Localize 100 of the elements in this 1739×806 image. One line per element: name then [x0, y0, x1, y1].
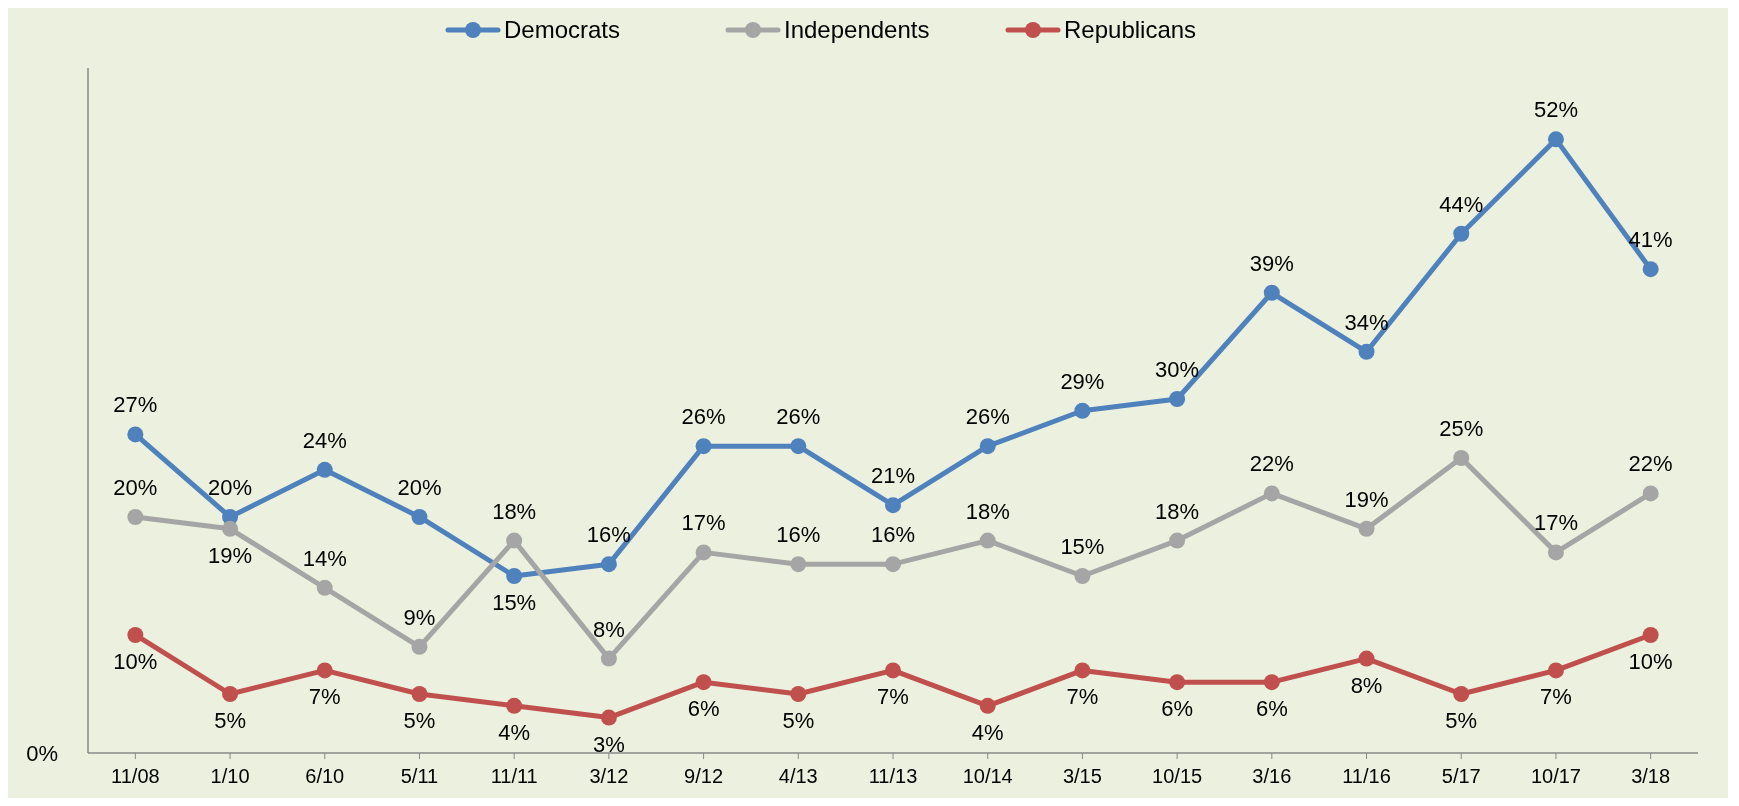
data-label: 22% — [1249, 451, 1294, 477]
data-label: 5% — [782, 708, 815, 733]
point — [1074, 662, 1091, 679]
data-label: 16% — [776, 522, 821, 548]
point — [1642, 261, 1659, 278]
data-label: 16% — [586, 522, 631, 548]
x-tick-label: 11/13 — [868, 765, 918, 787]
data-label: 18% — [965, 498, 1010, 524]
point — [316, 662, 333, 679]
text: 0% — [26, 740, 58, 766]
data-label: 44% — [1439, 191, 1484, 217]
data-label: 6% — [1255, 696, 1288, 722]
x-tick-label: 11/08 — [111, 765, 160, 787]
x-tick-label: 5/11 — [400, 765, 439, 787]
x-tick-label: 3/16 — [1252, 765, 1292, 787]
data-label: 18% — [492, 498, 537, 524]
data-label: 34% — [1344, 309, 1389, 335]
data-label: 26% — [776, 404, 821, 430]
point — [1547, 662, 1564, 679]
x-tick-label: 3/15 — [1062, 765, 1102, 787]
point — [411, 508, 428, 525]
point — [695, 674, 712, 691]
x-tick-label: 10/15 — [1152, 765, 1203, 787]
data-label: 7% — [877, 684, 909, 710]
point — [506, 532, 523, 549]
point — [885, 556, 901, 573]
data-label: 39% — [1249, 250, 1294, 276]
x-tick-label: 11/11 — [490, 765, 538, 787]
point — [1642, 485, 1659, 502]
point — [600, 556, 617, 573]
point — [1169, 532, 1186, 549]
point — [506, 697, 523, 714]
point — [316, 579, 333, 596]
data-label: 21% — [870, 463, 916, 489]
data-label: 52% — [1533, 97, 1578, 123]
data-label: 10% — [1628, 648, 1673, 674]
point — [1074, 567, 1091, 584]
data-label: 25% — [1439, 415, 1484, 441]
data-label: 5% — [403, 708, 436, 733]
data-label: 3% — [592, 731, 625, 757]
point — [1358, 520, 1375, 537]
data-label: 5% — [1445, 708, 1478, 733]
data-label: 24% — [302, 427, 347, 453]
data-label: 4% — [971, 719, 1004, 745]
data-label: 7% — [1066, 684, 1099, 710]
data-label: 15% — [492, 589, 537, 615]
point — [1642, 626, 1659, 643]
data-label: 20% — [208, 474, 253, 500]
point — [790, 556, 807, 573]
point — [600, 650, 617, 667]
data-label: 7% — [308, 684, 341, 710]
point — [127, 508, 144, 525]
x-tick-label: 4/13 — [778, 765, 818, 787]
point — [1169, 390, 1186, 407]
data-label: 17% — [681, 510, 726, 536]
point — [600, 709, 617, 726]
data-label: 6% — [1161, 696, 1194, 722]
point — [1453, 225, 1470, 242]
x-tick-label: 3/12 — [589, 765, 629, 787]
x-tick-label: 11/16 — [1342, 765, 1391, 787]
data-label: 4% — [498, 719, 531, 745]
legend-label: Republicans — [1064, 16, 1197, 44]
data-label: 26% — [965, 404, 1010, 430]
data-label: 10% — [113, 648, 158, 674]
point — [1263, 485, 1280, 502]
point — [1547, 131, 1564, 148]
data-label: 15% — [1060, 533, 1105, 559]
point — [695, 438, 712, 455]
point — [1358, 650, 1375, 667]
data-label: 8% — [1350, 672, 1383, 698]
x-tick-label: 3/18 — [1631, 765, 1671, 787]
point — [1263, 674, 1280, 691]
data-label: 30% — [1155, 356, 1200, 382]
point — [1263, 284, 1280, 301]
data-label: 14% — [302, 545, 347, 571]
x-tick-label: 9/12 — [684, 765, 724, 787]
data-label: 18% — [1155, 498, 1200, 524]
point — [1358, 343, 1375, 360]
point — [1547, 544, 1564, 561]
point — [979, 438, 996, 455]
point — [1453, 686, 1470, 702]
legend-label: Independents — [784, 16, 930, 44]
data-label: 9% — [403, 604, 436, 630]
data-label: 22% — [1628, 451, 1673, 477]
point — [1453, 449, 1470, 466]
point — [506, 567, 523, 584]
data-label: 20% — [397, 474, 442, 500]
data-label: 27% — [113, 392, 158, 418]
point — [127, 426, 144, 443]
data-label: 16% — [870, 522, 916, 548]
data-label: 26% — [681, 404, 726, 430]
data-label: 29% — [1060, 368, 1105, 394]
point — [885, 497, 901, 514]
data-label: 5% — [214, 708, 246, 733]
x-tick-label: 1/10 — [210, 765, 250, 787]
point — [222, 686, 239, 702]
point — [885, 662, 901, 679]
data-label: 19% — [208, 542, 253, 568]
x-tick-label: 10/17 — [1530, 765, 1581, 787]
data-label: 19% — [1344, 486, 1389, 512]
